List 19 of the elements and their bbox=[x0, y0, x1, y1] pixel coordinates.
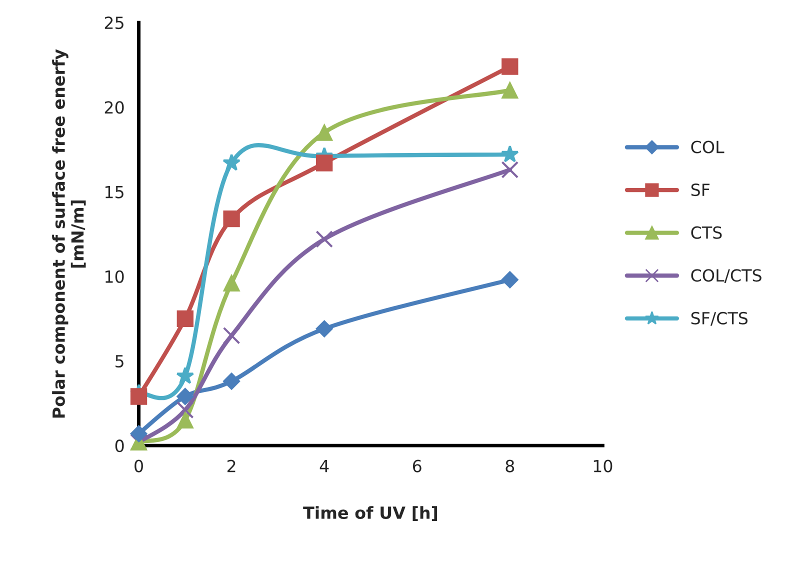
legend-label: COL/CTS bbox=[691, 269, 762, 284]
legend-label: SF bbox=[691, 183, 710, 196]
y-tick-label: 0 bbox=[115, 440, 124, 452]
legend-label: COL bbox=[691, 140, 724, 154]
y-axis-title: Polar component of surface free enerfy [mN/m] bbox=[52, 49, 86, 418]
x-tick-label: 6 bbox=[412, 460, 422, 472]
x-axis-title: Time of UV [h] bbox=[303, 506, 437, 521]
x-tick-label: 10 bbox=[594, 460, 612, 472]
y-tick-label: 20 bbox=[104, 101, 124, 114]
x-tick-label: 0 bbox=[134, 460, 143, 472]
x-tick-label: 8 bbox=[506, 460, 514, 472]
x-tick-label: 4 bbox=[320, 460, 329, 472]
y-tick-label: 5 bbox=[116, 355, 124, 368]
legend-label: CTS bbox=[691, 226, 722, 239]
y-tick-label: 25 bbox=[104, 16, 124, 30]
legend-label: SF/CTS bbox=[691, 312, 748, 326]
y-tick-label: 10 bbox=[106, 270, 124, 283]
x-tick-label: 2 bbox=[227, 460, 236, 472]
y-tick-label: 15 bbox=[106, 186, 124, 198]
